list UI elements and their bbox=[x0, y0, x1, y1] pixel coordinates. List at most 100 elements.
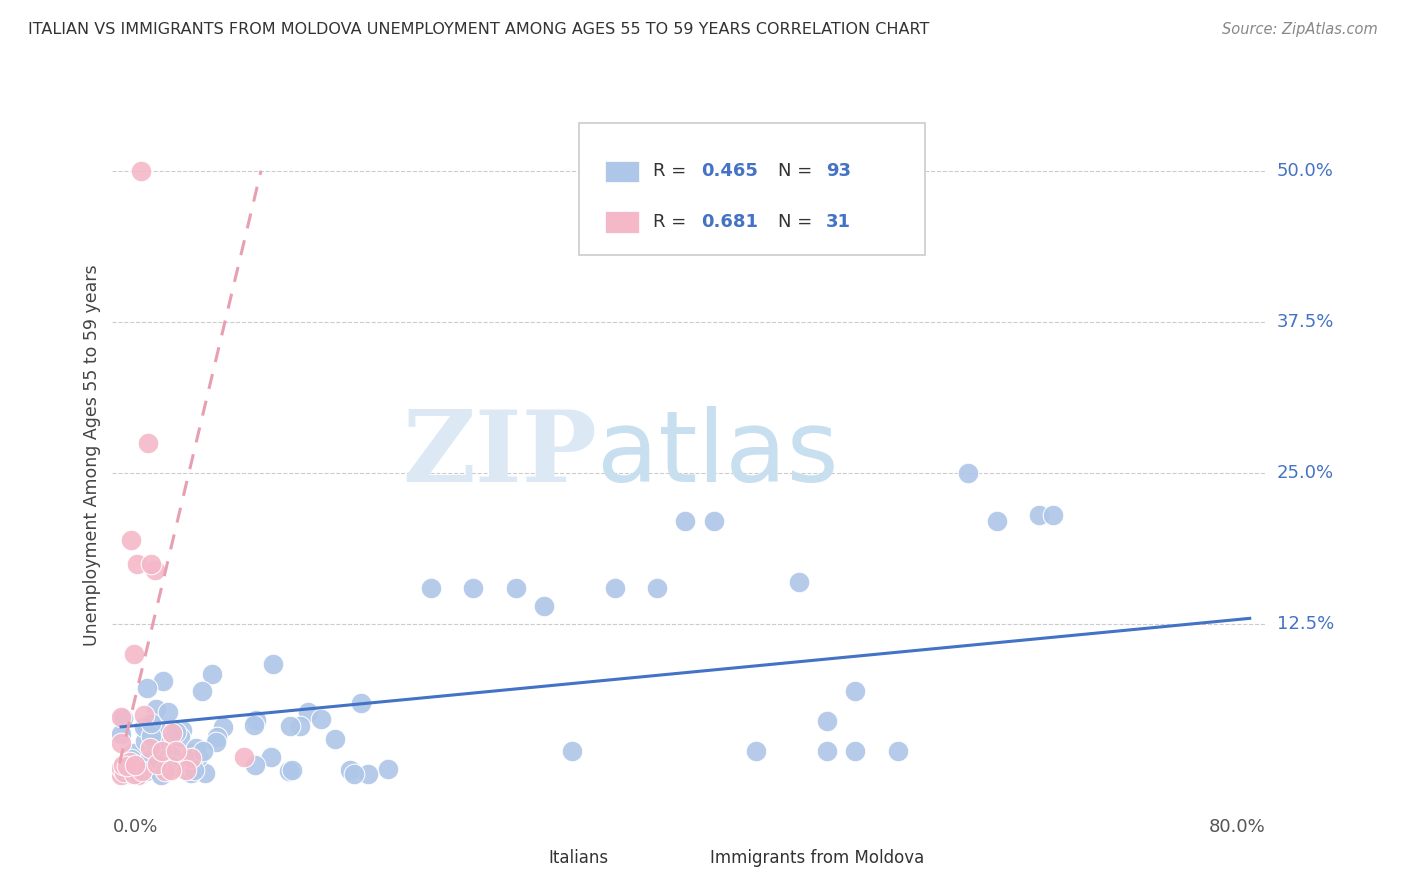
Point bbox=[309, 712, 332, 726]
Point bbox=[110, 736, 132, 750]
Point bbox=[745, 744, 768, 758]
Point bbox=[187, 750, 209, 764]
Point bbox=[112, 765, 135, 780]
Point bbox=[181, 746, 204, 760]
Point bbox=[339, 763, 361, 777]
Point bbox=[129, 767, 152, 781]
Text: ZIP: ZIP bbox=[402, 407, 596, 503]
Point bbox=[278, 718, 301, 732]
Text: 25.0%: 25.0% bbox=[1277, 464, 1334, 482]
Point bbox=[673, 515, 696, 529]
Text: 0.681: 0.681 bbox=[702, 213, 759, 231]
Text: R =: R = bbox=[654, 213, 692, 231]
Point bbox=[242, 718, 264, 732]
Point bbox=[1028, 508, 1050, 523]
Text: 0.465: 0.465 bbox=[702, 162, 758, 180]
Point bbox=[166, 725, 188, 739]
Point bbox=[141, 731, 163, 745]
Point bbox=[136, 435, 159, 450]
Point bbox=[125, 557, 148, 571]
Point bbox=[127, 758, 149, 772]
Point bbox=[207, 730, 229, 744]
Point bbox=[135, 681, 157, 695]
Point bbox=[357, 767, 380, 781]
Point bbox=[143, 720, 166, 734]
Point bbox=[191, 744, 214, 758]
Point bbox=[112, 768, 135, 782]
Point bbox=[143, 563, 166, 577]
Point bbox=[146, 749, 169, 764]
Text: R =: R = bbox=[654, 162, 692, 180]
Point bbox=[180, 750, 202, 764]
Text: 93: 93 bbox=[827, 162, 851, 180]
Text: 37.5%: 37.5% bbox=[1277, 313, 1334, 331]
Point bbox=[112, 757, 135, 772]
Point bbox=[957, 466, 980, 480]
Point bbox=[112, 711, 135, 725]
Point bbox=[135, 723, 157, 737]
Text: 31: 31 bbox=[827, 213, 851, 231]
Point bbox=[110, 727, 132, 741]
Point bbox=[260, 749, 283, 764]
Point bbox=[120, 533, 142, 547]
Point bbox=[211, 720, 233, 734]
Point bbox=[143, 736, 166, 750]
Point bbox=[844, 744, 866, 758]
Point bbox=[131, 764, 153, 778]
Point bbox=[120, 761, 142, 775]
Point bbox=[194, 765, 217, 780]
Point bbox=[124, 756, 146, 770]
Point bbox=[290, 718, 312, 732]
Point bbox=[281, 763, 304, 777]
Text: N =: N = bbox=[778, 213, 818, 231]
Text: ITALIAN VS IMMIGRANTS FROM MOLDOVA UNEMPLOYMENT AMONG AGES 55 TO 59 YEARS CORREL: ITALIAN VS IMMIGRANTS FROM MOLDOVA UNEMP… bbox=[28, 22, 929, 37]
Point bbox=[815, 714, 838, 728]
Point bbox=[150, 752, 173, 766]
Point bbox=[153, 764, 176, 779]
Point bbox=[505, 581, 527, 595]
Point bbox=[886, 744, 908, 758]
Point bbox=[124, 757, 146, 772]
Point bbox=[122, 766, 145, 780]
Point bbox=[1042, 508, 1064, 523]
Point bbox=[110, 761, 132, 775]
Point bbox=[325, 732, 347, 747]
Y-axis label: Unemployment Among Ages 55 to 59 years: Unemployment Among Ages 55 to 59 years bbox=[83, 264, 101, 646]
Point bbox=[245, 713, 267, 727]
Point bbox=[118, 756, 141, 770]
Point bbox=[297, 705, 319, 719]
Point bbox=[135, 764, 157, 778]
Point bbox=[173, 760, 195, 774]
Point bbox=[533, 599, 555, 613]
Bar bbox=[527, 854, 538, 863]
Point bbox=[278, 764, 301, 778]
Point bbox=[160, 748, 183, 763]
Point bbox=[145, 702, 167, 716]
Point bbox=[174, 764, 197, 778]
Point bbox=[262, 657, 284, 671]
Point bbox=[134, 720, 156, 734]
Text: atlas: atlas bbox=[596, 407, 838, 503]
Point bbox=[561, 744, 583, 758]
Point bbox=[142, 748, 165, 763]
Text: N =: N = bbox=[778, 162, 818, 180]
Point bbox=[128, 767, 150, 781]
Point bbox=[787, 574, 810, 589]
Point bbox=[169, 731, 191, 745]
Text: 50.0%: 50.0% bbox=[1277, 161, 1334, 179]
Point bbox=[117, 763, 139, 777]
Point bbox=[986, 515, 1008, 529]
Point bbox=[377, 762, 399, 776]
Text: Source: ZipAtlas.com: Source: ZipAtlas.com bbox=[1222, 22, 1378, 37]
Point bbox=[183, 763, 205, 777]
Point bbox=[139, 557, 162, 571]
Point bbox=[110, 768, 132, 782]
Point bbox=[150, 744, 173, 758]
Bar bbox=[605, 161, 640, 182]
Point bbox=[160, 726, 183, 740]
Point bbox=[165, 758, 187, 772]
Point bbox=[110, 710, 132, 724]
Point bbox=[419, 581, 441, 595]
Point bbox=[120, 751, 142, 765]
Point bbox=[139, 729, 162, 743]
